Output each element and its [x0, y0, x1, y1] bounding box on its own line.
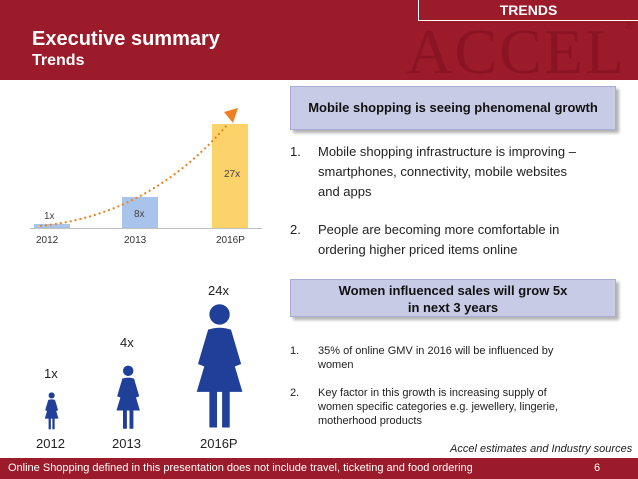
source-note: Accel estimates and Industry sources: [450, 443, 633, 455]
page-subtitle: Trends: [32, 52, 85, 69]
point-number: 2.: [290, 222, 301, 237]
point-number: 1.: [290, 144, 301, 159]
list-item: 2. Key factor in this growth is increasi…: [290, 386, 620, 428]
x-tick-label: 2016P: [216, 235, 245, 246]
section-tag: TRENDS: [418, 0, 638, 21]
bar-value-label: 27x: [224, 169, 241, 180]
mobile-points-list: 1. Mobile shopping infrastructure is imp…: [290, 142, 620, 260]
point-line: women specific categories e.g. jewellery…: [318, 401, 559, 413]
trend-curve: [39, 123, 229, 227]
point-number: 1.: [290, 345, 300, 357]
page-number: 6: [594, 462, 601, 474]
trend-arrowhead: [224, 108, 238, 123]
woman-figure-icon: [116, 365, 140, 429]
women-multiplier-label: 24x: [208, 283, 229, 298]
point-line: Key factor in this growth is increasing …: [318, 387, 547, 399]
women-year-label: 2012: [36, 436, 65, 451]
trend-arrow: [39, 108, 238, 227]
list-item: 1. Mobile shopping infrastructure is imp…: [290, 142, 620, 202]
bar-value-label: 8x: [134, 209, 145, 220]
woman-figure-icon: [45, 392, 59, 430]
chart-axis-line: [30, 228, 262, 229]
women-callout-line: in next 3 years: [407, 300, 499, 315]
point-line: motherhood products: [318, 415, 422, 427]
bar-2012: [34, 224, 70, 228]
accel-watermark-logo: ACCEL: [406, 16, 626, 81]
bar-value-label: 1x: [44, 211, 55, 222]
women-multiplier-label: 1x: [44, 366, 58, 381]
women-callout: Women influenced sales will grow 5x in n…: [290, 279, 616, 317]
women-year-label: 2013: [112, 436, 141, 451]
woman-figure-icon: [197, 304, 243, 428]
women-year-label: 2016P: [200, 436, 238, 451]
mobile-callout-text: Mobile shopping is seeing phenomenal gro…: [308, 100, 598, 115]
point-number: 2.: [290, 387, 300, 399]
list-item: 2. People are becoming more comfortable …: [290, 220, 620, 260]
point-line: and apps: [318, 184, 372, 199]
mobile-callout: Mobile shopping is seeing phenomenal gro…: [290, 86, 616, 130]
point-line: Mobile shopping infrastructure is improv…: [318, 144, 576, 159]
x-tick-label: 2012: [36, 235, 59, 246]
women-multiplier-label: 4x: [120, 335, 134, 350]
point-line: 35% of online GMV in 2016 will be influe…: [318, 345, 554, 357]
footer-note: Online Shopping defined in this presenta…: [8, 462, 473, 474]
point-line: ordering higher priced items online: [318, 242, 518, 257]
point-line: women: [318, 359, 354, 371]
point-line: People are becoming more comfortable in: [318, 222, 560, 237]
women-callout-line: Women influenced sales will grow 5x: [338, 283, 568, 298]
list-item: 1. 35% of online GMV in 2016 will be inf…: [290, 344, 620, 372]
page-title: Executive summary: [32, 28, 220, 50]
bar-2016P: [212, 124, 248, 228]
x-tick-label: 2013: [124, 235, 147, 246]
women-points-list: 1. 35% of online GMV in 2016 will be inf…: [290, 344, 620, 428]
registered-mark: ®: [625, 18, 634, 32]
footer-bar: Online Shopping defined in this presenta…: [0, 458, 638, 479]
point-line: smartphones, connectivity, mobile websit…: [318, 164, 568, 179]
